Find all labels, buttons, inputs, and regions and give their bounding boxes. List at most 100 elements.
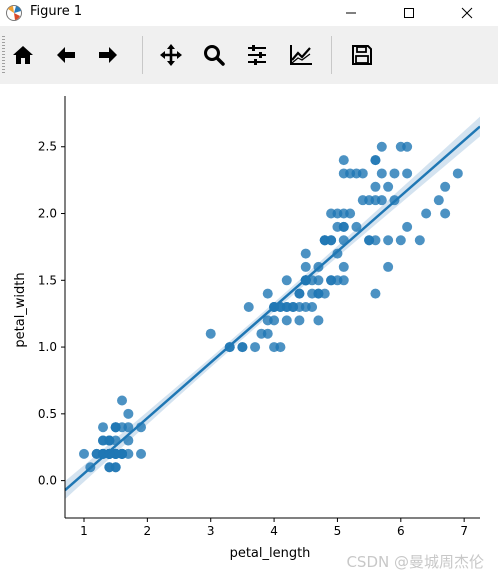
data-point	[294, 288, 305, 299]
pan-icon	[160, 44, 182, 66]
y-tick-label: 2.5	[38, 140, 57, 154]
scatter-plot[interactable]: 1 2 3 4 5 6 7 0.0 0.5 1.0 1.5 2.0 2.5 petal_length p…	[0, 84, 498, 580]
data-point	[307, 302, 318, 312]
configure-subplots-button[interactable]	[242, 40, 272, 70]
data-point	[332, 221, 343, 232]
close-icon	[461, 7, 473, 19]
data-point	[389, 168, 400, 179]
toolbar-separator	[331, 36, 332, 74]
subplots-config-icon	[248, 45, 266, 65]
title-bar: Figure 1	[0, 0, 498, 26]
home-button[interactable]	[8, 40, 38, 70]
home-icon	[13, 46, 33, 64]
minimize-button[interactable]	[322, 0, 380, 26]
close-button[interactable]	[438, 0, 496, 26]
minimize-icon	[346, 12, 356, 14]
data-point	[433, 195, 444, 206]
data-point	[338, 261, 349, 272]
data-point	[294, 315, 305, 326]
data-point	[300, 248, 311, 259]
regression-line	[65, 125, 480, 492]
data-point	[307, 288, 318, 299]
data-point	[345, 168, 356, 179]
edit-axes-button[interactable]	[286, 40, 316, 70]
data-point	[383, 235, 394, 246]
data-point	[338, 275, 349, 286]
x-tick-label: 3	[207, 524, 215, 538]
data-point	[357, 195, 368, 206]
data-point	[281, 275, 292, 286]
data-point	[79, 448, 90, 459]
data-point	[351, 221, 362, 232]
data-point	[237, 342, 248, 353]
data-point	[402, 168, 413, 179]
save-button[interactable]	[347, 40, 377, 70]
data-point	[117, 395, 128, 406]
data-point	[205, 328, 216, 339]
data-point	[421, 208, 432, 219]
x-tick-label: 1	[80, 524, 88, 538]
data-point	[319, 235, 330, 246]
x-tick-label: 2	[144, 524, 152, 538]
x-tick-label: 5	[334, 524, 342, 538]
data-point	[376, 141, 387, 152]
data-point	[357, 168, 368, 179]
pan-button[interactable]	[156, 40, 186, 70]
data-point	[414, 235, 425, 246]
edit-axes-icon	[290, 45, 312, 65]
axes: 1 2 3 4 5 6 7 0.0 0.5 1.0 1.5 2.0 2.5	[38, 96, 480, 538]
forward-button[interactable]	[93, 40, 123, 70]
data-point	[338, 155, 349, 166]
data-point	[110, 422, 121, 433]
x-tick-label: 4	[270, 524, 278, 538]
maximize-button[interactable]	[380, 0, 438, 26]
x-axis-label: petal_length	[230, 546, 311, 561]
window-title: Figure 1	[30, 4, 83, 19]
toolbar-grip	[2, 36, 5, 74]
data-point	[440, 208, 451, 219]
forward-arrow-icon	[99, 47, 117, 63]
matplotlib-logo-icon	[6, 5, 22, 21]
x-tick-label: 6	[397, 524, 405, 538]
data-point	[402, 141, 413, 152]
data-point	[383, 261, 394, 272]
data-point	[383, 181, 394, 192]
data-point	[123, 408, 134, 419]
y-tick-label: 1.5	[38, 273, 57, 287]
back-arrow-icon	[57, 47, 75, 63]
data-point	[326, 208, 337, 219]
data-point	[262, 288, 273, 299]
data-point	[300, 261, 311, 272]
back-button[interactable]	[51, 40, 81, 70]
data-point	[395, 235, 406, 246]
data-point	[288, 302, 299, 312]
data-point	[281, 315, 292, 326]
y-tick-label: 2.0	[38, 207, 57, 221]
data-point	[332, 248, 343, 259]
data-point	[370, 181, 381, 192]
save-icon	[352, 45, 372, 65]
data-point	[104, 462, 115, 473]
y-tick-label: 0.5	[38, 407, 57, 421]
data-point	[345, 208, 356, 219]
data-point	[452, 168, 463, 179]
y-axis-label: petal_width	[13, 272, 28, 347]
zoom-button[interactable]	[199, 40, 229, 70]
data-point	[104, 448, 115, 459]
data-point	[364, 235, 375, 246]
figure-canvas[interactable]: 1 2 3 4 5 6 7 0.0 0.5 1.0 1.5 2.0 2.5 petal_length p…	[0, 84, 498, 580]
data-point	[269, 315, 280, 326]
data-point	[104, 435, 115, 446]
data-point	[313, 275, 324, 286]
data-point	[370, 155, 381, 166]
data-point	[250, 342, 261, 353]
data-point	[376, 168, 387, 179]
zoom-icon	[204, 45, 225, 66]
data-point	[136, 448, 147, 459]
toolbar-separator	[142, 36, 143, 74]
maximize-icon	[404, 8, 414, 18]
y-tick-label: 1.0	[38, 340, 57, 354]
toolbar	[0, 26, 498, 84]
data-points	[79, 141, 463, 473]
data-point	[319, 288, 330, 299]
